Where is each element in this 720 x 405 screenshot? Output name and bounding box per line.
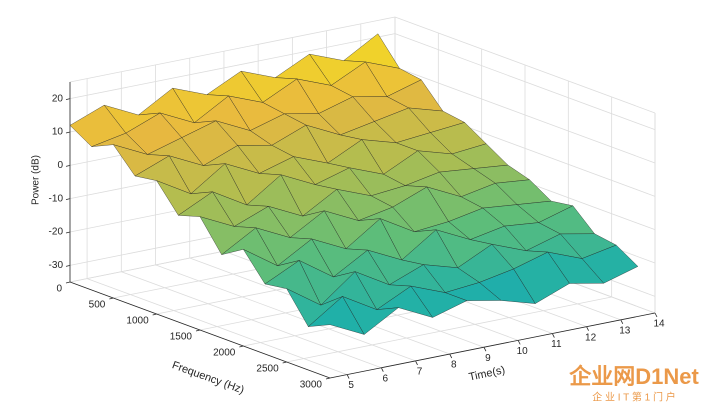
tick-mark: [552, 333, 555, 338]
z-axis-label: Power (dB): [31, 155, 42, 205]
grid-line: [69, 33, 396, 100]
tick-mark: [65, 198, 71, 201]
x-tick-label: 2500: [256, 364, 279, 375]
z-tick-label: -20: [49, 227, 64, 238]
tick-mark: [380, 367, 384, 372]
axis-line: [329, 312, 656, 379]
x-tick-label: 1000: [126, 316, 149, 327]
y-axis-label: Time(s): [468, 364, 507, 383]
y-tick-label: 13: [619, 325, 631, 336]
y-tick-label: 7: [417, 367, 423, 378]
tick-mark: [483, 347, 487, 352]
axis-line: [69, 281, 331, 379]
x-tick-label: 500: [89, 300, 106, 311]
z-tick-label: 0: [57, 160, 63, 171]
box-edge: [394, 16, 656, 114]
y-tick-label: 8: [451, 360, 457, 371]
y-tick-label: 6: [383, 373, 389, 384]
z-tick-label: -10: [49, 193, 64, 204]
tick-mark: [415, 360, 418, 366]
tick-mark: [346, 374, 350, 379]
x-tick-label: 2000: [213, 348, 236, 359]
tick-mark: [586, 326, 589, 331]
y-tick-label: 11: [551, 339, 562, 350]
x-axis-label: Frequency (Hz): [170, 359, 245, 396]
tick-mark: [517, 340, 521, 345]
watermark-tagline: 企 业 I T 第 1 门 户: [592, 391, 676, 404]
tick-mark: [65, 231, 71, 234]
x-tick-label: 3000: [300, 380, 323, 391]
tick-mark: [65, 98, 71, 101]
y-tick-label: 9: [485, 353, 491, 364]
box-edge: [69, 16, 396, 83]
watermark-logo: 企业网D1Net: [568, 364, 699, 389]
tick-mark: [65, 131, 71, 134]
y-tick-label: 12: [585, 332, 597, 343]
tick-mark: [65, 164, 71, 167]
z-tick-label: -30: [49, 260, 64, 271]
z-tick-label: 20: [52, 93, 64, 104]
x-tick-label: 0: [56, 284, 62, 295]
y-tick-label: 14: [653, 319, 665, 330]
tick-mark: [654, 312, 658, 318]
y-tick-label: 10: [517, 346, 529, 357]
grid-line: [286, 296, 612, 363]
tick-mark: [449, 353, 453, 359]
y-tick-label: 5: [348, 380, 354, 391]
x-tick-label: 1500: [170, 332, 193, 343]
tick-mark: [620, 319, 624, 325]
tick-mark: [65, 264, 71, 267]
tick-mark: [65, 281, 71, 284]
z-tick-label: 10: [52, 127, 64, 138]
surface-patch: [307, 296, 365, 335]
